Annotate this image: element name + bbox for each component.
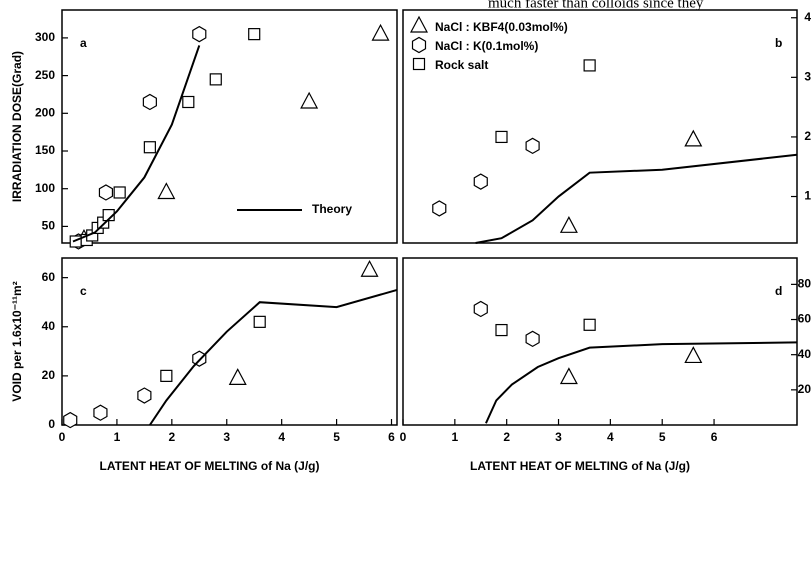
x-tick-label: 1 bbox=[451, 430, 458, 444]
y-tick-label: 1 bbox=[804, 189, 811, 203]
triangle-marker bbox=[559, 216, 578, 233]
legend-marker bbox=[411, 36, 427, 54]
y-tick-label: 200 bbox=[35, 105, 55, 119]
hexagon-marker bbox=[525, 330, 540, 348]
triangle-marker bbox=[371, 23, 390, 41]
x-tick-label: 3 bbox=[223, 430, 230, 444]
square-marker bbox=[209, 73, 222, 86]
x-tick-label: 2 bbox=[168, 430, 175, 444]
triangle-marker bbox=[684, 129, 703, 147]
x-tick-label: 3 bbox=[555, 430, 562, 444]
x-tick-label: 0 bbox=[400, 430, 407, 444]
y-tick-label: 20 bbox=[42, 368, 56, 382]
legend-label: Rock salt bbox=[435, 58, 488, 72]
y-tick-label: 40 bbox=[42, 319, 56, 333]
x-axis-label: LATENT HEAT OF MELTING of Na (J/g) bbox=[470, 459, 690, 473]
y-tick-label: 4 bbox=[804, 10, 811, 24]
triangle-marker bbox=[360, 260, 379, 277]
panel-frame bbox=[61, 9, 398, 244]
panel-label: c bbox=[80, 284, 87, 298]
square-marker bbox=[69, 235, 82, 248]
square-marker bbox=[113, 186, 126, 199]
y-tick-label: 3 bbox=[804, 70, 811, 84]
x-tick-label: 4 bbox=[278, 430, 285, 444]
curve bbox=[149, 288, 398, 426]
hexagon-marker bbox=[93, 404, 108, 421]
hexagon-marker bbox=[192, 25, 207, 43]
triangle-marker bbox=[684, 346, 703, 364]
x-tick-label: 5 bbox=[659, 430, 666, 444]
panel-frame bbox=[61, 257, 398, 426]
y-tick-label: 80 bbox=[798, 277, 812, 291]
hexagon-marker bbox=[63, 411, 78, 429]
triangle-marker bbox=[559, 367, 578, 385]
y-tick-label: 40 bbox=[798, 347, 812, 361]
legend-marker bbox=[412, 57, 426, 71]
x-tick-label: 1 bbox=[114, 430, 121, 444]
hexagon-marker bbox=[137, 387, 152, 404]
curve bbox=[485, 341, 798, 424]
y-tick-label: 50 bbox=[42, 219, 56, 233]
square-marker bbox=[253, 315, 266, 328]
legend-label: NaCl : K(0.1mol%) bbox=[435, 39, 538, 53]
panel-label: d bbox=[775, 284, 782, 298]
legend-label: Theory bbox=[312, 202, 352, 216]
y-tick-label: 60 bbox=[42, 270, 56, 284]
y-tick-label: 0 bbox=[48, 417, 55, 431]
x-tick-label: 6 bbox=[388, 430, 395, 444]
hexagon-marker bbox=[473, 300, 488, 318]
hexagon-marker bbox=[98, 184, 114, 201]
curve bbox=[72, 45, 201, 243]
curve bbox=[475, 153, 798, 244]
square-marker bbox=[182, 95, 195, 109]
square-marker bbox=[495, 130, 508, 144]
panel-frame bbox=[402, 257, 798, 426]
legend-marker bbox=[410, 15, 428, 33]
y-axis-label: IRRADIATION DOSE(Grad) bbox=[10, 51, 24, 202]
x-tick-label: 5 bbox=[333, 430, 340, 444]
y-tick-label: 150 bbox=[35, 143, 55, 157]
square-marker bbox=[248, 28, 261, 41]
hexagon-marker bbox=[473, 173, 488, 190]
square-marker bbox=[495, 323, 508, 337]
square-marker bbox=[583, 59, 596, 72]
square-marker bbox=[160, 369, 173, 382]
x-tick-label: 0 bbox=[59, 430, 66, 444]
square-marker bbox=[143, 141, 156, 154]
panel-frame bbox=[402, 9, 798, 244]
triangle-marker bbox=[157, 182, 176, 200]
x-tick-label: 4 bbox=[607, 430, 614, 444]
hexagon-marker bbox=[525, 137, 540, 155]
y-tick-label: 60 bbox=[798, 312, 812, 326]
x-tick-label: 6 bbox=[711, 430, 718, 444]
panel-label: b bbox=[775, 36, 782, 50]
y-tick-label: 100 bbox=[35, 181, 55, 195]
hexagon-marker bbox=[142, 93, 157, 111]
triangle-marker bbox=[228, 368, 247, 385]
y-axis-label: VOID per 1.6x10⁻¹¹m² bbox=[10, 281, 24, 401]
y-tick-label: 300 bbox=[35, 30, 55, 44]
x-axis-label: LATENT HEAT OF MELTING of Na (J/g) bbox=[100, 459, 320, 473]
y-tick-label: 2 bbox=[804, 129, 811, 143]
hexagon-marker bbox=[432, 200, 447, 217]
y-tick-label: 20 bbox=[798, 382, 812, 396]
triangle-marker bbox=[300, 91, 319, 109]
legend-label: NaCl : KBF4(0.03mol%) bbox=[435, 20, 568, 34]
y-tick-label: 250 bbox=[35, 68, 55, 82]
panel-label: a bbox=[80, 36, 87, 50]
x-tick-label: 2 bbox=[503, 430, 510, 444]
page-text: much faster than colloids since they bbox=[488, 0, 704, 11]
square-marker bbox=[583, 318, 596, 331]
